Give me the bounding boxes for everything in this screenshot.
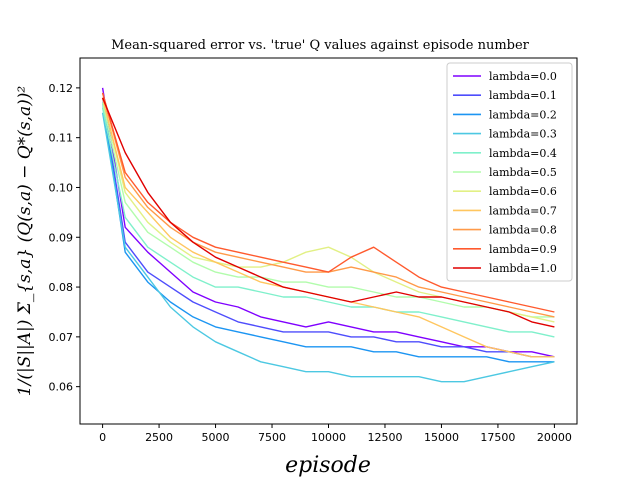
series-line-lambda-0-0 [101,87,555,358]
x-tick-label: 20000 [537,431,572,444]
legend-label: lambda=1.0 [489,262,557,275]
y-axis-label: 1/(|S||A|) Σ_{s,a} (Q(s,a) − Q*(s,a))² [15,86,35,397]
x-tick-label: 17500 [480,431,515,444]
y-tick-label: 0.11 [49,132,74,145]
x-axis: 0 2500 5000 7500 10000 12500 15000 17500 20000 [99,424,572,444]
legend-label: lambda=0.9 [489,243,557,256]
legend-label: lambda=0.5 [489,166,557,179]
series-layer [101,87,555,383]
x-tick-label: 2500 [145,431,173,444]
y-tick-label: 0.09 [49,231,74,244]
y-tick-label: 0.07 [49,331,74,344]
legend: lambda=0.0 lambda=0.1 lambda=0.2 lambda=0.3… [446,62,573,282]
legend-label: lambda=0.8 [489,224,557,237]
chart-title: Mean-squared error vs. 'true' Q values a… [111,38,530,53]
y-tick-label: 0.08 [49,281,74,294]
x-tick-label: 5000 [202,431,230,444]
y-tick-label: 0.12 [49,82,74,95]
legend-box [446,62,573,282]
x-tick-label: 15000 [424,431,459,444]
series-line-lambda-0-2 [101,102,555,363]
x-tick-label: 10000 [311,431,346,444]
x-tick-label: 7500 [258,431,286,444]
series-line-lambda-0-9 [101,92,555,313]
legend-label: lambda=0.0 [489,70,557,83]
x-tick-label: 0 [99,431,106,444]
legend-label: lambda=0.3 [489,128,557,141]
series-line-lambda-0-5 [101,102,555,318]
y-tick-label: 0.06 [49,381,74,394]
y-tick-label: 0.10 [49,181,74,194]
y-axis: 0.06 0.07 0.08 0.09 0.10 0.11 0.12 [49,82,80,394]
x-axis-label: episode [285,453,371,478]
legend-label: lambda=0.1 [489,89,557,102]
legend-label: lambda=0.6 [489,185,557,198]
series-line-lambda-0-4 [101,107,555,338]
legend-label: lambda=0.2 [489,108,557,121]
series-line-lambda-0-1 [101,97,555,358]
series-line-lambda-0-3 [101,112,555,383]
series-line-lambda-1-0 [101,97,555,328]
legend-label: lambda=0.7 [489,204,557,217]
legend-label: lambda=0.4 [489,147,557,160]
x-tick-label: 12500 [367,431,402,444]
